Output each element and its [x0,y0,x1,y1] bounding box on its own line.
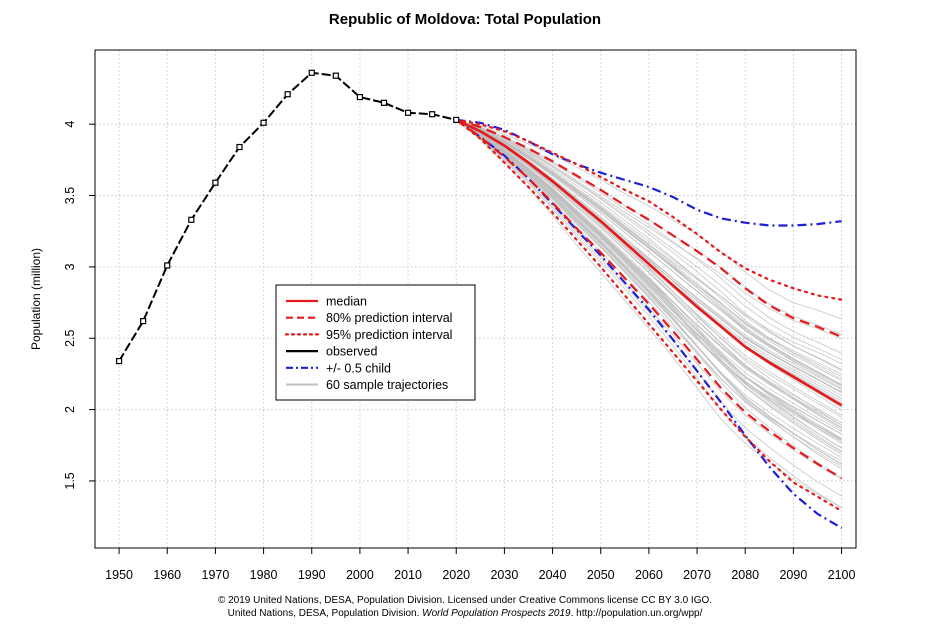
sample-trajectory-line [455,119,842,435]
pi80-upper-line [455,118,843,338]
sample-trajectory-line [455,119,842,449]
credits-line-2-prefix: United Nations, DESA, Population Divisio… [227,608,423,619]
sample-trajectory-line [455,119,842,435]
observed-point [164,262,171,269]
y-axis-label: Population (million) [29,248,43,350]
x-tick-label: 2070 [683,568,711,582]
sample-trajectory-line [455,119,842,449]
x-tick-label: 2060 [635,568,663,582]
credits: © 2019 United Nations, DESA, Population … [0,594,930,620]
x-tick-label: 2080 [731,568,759,582]
x-tick-label: 1980 [250,568,278,582]
sample-trajectory-line [455,119,842,442]
legend-label: 80% prediction interval [326,311,452,325]
credits-source-title: World Population Prospects 2019 [422,608,571,619]
sample-trajectory-line [456,119,842,365]
sample-trajectory-line [456,119,842,370]
y-tick-label: 2 [63,406,77,413]
x-tick-label: 1990 [298,568,326,582]
x-tick-label: 2090 [779,568,807,582]
sample-trajectory-line [455,119,842,509]
legend-label: median [326,295,367,309]
observed-point [404,109,412,116]
y-tick-label: 3 [63,263,77,270]
chart-title: Republic of Moldova: Total Population [328,11,602,28]
sample-trajectory-line [455,119,842,497]
observed-point [453,116,460,124]
observed-point [115,357,123,365]
x-tick-label: 2050 [587,568,615,582]
x-tick-label: 1970 [202,568,230,582]
sample-trajectory-line [456,119,842,426]
legend: median 80% prediction interval 95% predict… [275,284,476,401]
pi95-lower-line [455,118,843,512]
x-tick-label: 2040 [539,568,567,582]
credits-line-2-suffix: . http://population.un.org/wpp/ [570,608,703,619]
sample-trajectory-line [456,119,842,428]
sample-trajectory-line [455,119,842,439]
series-lines [115,69,843,529]
observed-point [380,99,388,106]
sample-trajectory-line [456,119,842,418]
observed-point [308,69,315,76]
pi80-lower-line [455,119,843,480]
observed-point [140,318,147,325]
legend-label: +/- 0.5 child [326,361,391,375]
sample-trajectory-line [455,119,842,508]
population-chart: 1950 1960 1970 1980 1990 2000 2010 2020 2030 2040… [29,49,857,582]
sample-trajectory-line [456,119,842,320]
sample-trajectory-line [456,119,842,393]
sample-trajectory-line [456,119,842,386]
legend-label: observed [326,345,377,359]
observed-point [332,72,339,79]
legend-label: 95% prediction interval [326,328,452,342]
sample-trajectory-line [456,119,842,380]
x-tick-label: 2020 [442,568,470,582]
observed-point [260,119,267,126]
x-tick-label: 2010 [394,568,422,582]
median-line [455,118,843,407]
y-tick-label: 3.5 [63,187,77,204]
observed-point [429,111,436,118]
observed-point [188,216,195,223]
pi95-upper-line [455,118,843,301]
observed-point [284,91,291,98]
legend-box [275,284,476,401]
sample-trajectory-line [456,119,842,378]
sample-trajectory-line [456,119,842,354]
credits-line-1: © 2019 United Nations, DESA, Population … [217,595,713,606]
x-tick-label: 2000 [346,568,374,582]
y-tick-label: 2.5 [63,330,77,347]
sample-trajectory-line [456,119,842,361]
plot-frame [94,49,857,549]
y-tick-label: 4 [63,121,77,128]
axes: 1950 1960 1970 1980 1990 2000 2010 2020 2030 2040… [63,121,856,582]
y-tick-label: 1.5 [63,472,77,489]
sample-trajectory-line [456,119,842,371]
credits-line-2: United Nations, DESA, Population Divisio… [0,607,930,620]
sample-trajectory-line [456,119,842,339]
legend-label: 60 sample trajectories [326,378,448,392]
x-tick-label: 2100 [828,568,856,582]
observed-point [212,179,219,186]
x-tick-label: 2030 [490,568,518,582]
x-tick-label: 1950 [105,568,133,582]
sample-trajectory-line [455,119,842,467]
x-tick-label: 1960 [153,568,181,582]
observed-point [356,93,364,101]
observed-point [236,143,243,151]
